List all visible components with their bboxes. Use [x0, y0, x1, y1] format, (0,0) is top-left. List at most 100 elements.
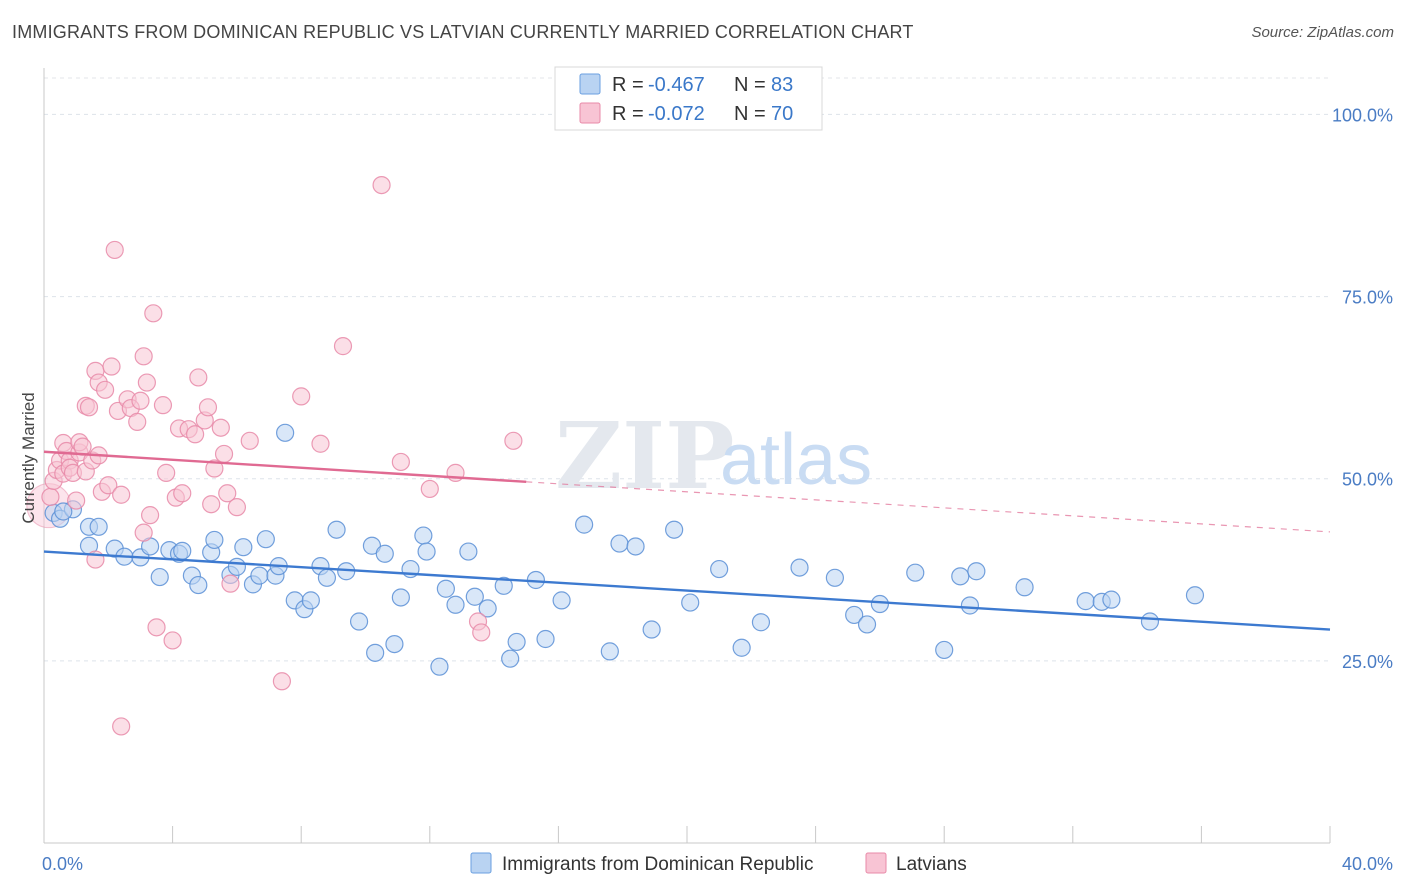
data-point-dominican	[276, 423, 295, 442]
data-point-dominican	[250, 566, 269, 585]
data-point-dominican	[681, 593, 700, 612]
data-point-latvian	[272, 672, 292, 691]
legend-n-label: N =	[734, 74, 766, 96]
data-point-dominican	[751, 613, 771, 632]
data-point-dominican	[362, 536, 382, 555]
data-point-dominican	[600, 642, 619, 661]
data-point-dominican	[575, 515, 594, 534]
watermark: ZIP atlas	[555, 402, 872, 510]
data-point-latvian	[372, 176, 391, 195]
data-point-dominican	[227, 557, 246, 576]
data-point-latvian	[205, 459, 224, 478]
data-point-latvian	[240, 431, 259, 450]
data-point-dominican	[150, 567, 169, 587]
data-point-latvian	[198, 398, 218, 417]
legend-n-value: 70	[771, 103, 793, 125]
data-point-dominican	[790, 558, 809, 577]
watermark-zip: ZIP	[555, 402, 734, 510]
bottom-legend-swatch	[470, 852, 492, 874]
trend-line-dashed-1	[526, 481, 1331, 533]
legend-n-value: 83	[771, 74, 793, 96]
x-tick-label: 40.0%	[1342, 854, 1393, 874]
legend-swatch	[579, 73, 601, 95]
data-point-dominican	[54, 502, 73, 521]
bottom-legend-label: Latvians	[896, 854, 967, 875]
legend-r-label: R =	[612, 74, 644, 96]
legend-r-value: -0.467	[648, 74, 705, 96]
data-point-latvian	[420, 479, 439, 499]
data-point-dominican	[317, 568, 337, 587]
data-point-dominican	[1102, 590, 1121, 609]
legend: R = -0.467 N = 83 R = -0.072 N = 70	[554, 66, 823, 131]
data-point-latvian	[211, 418, 230, 437]
data-point-dominican	[857, 615, 877, 634]
data-point-dominican	[205, 530, 224, 550]
data-point-latvian	[79, 398, 99, 417]
legend-swatch	[579, 102, 601, 124]
legend-r-label: R =	[612, 103, 644, 125]
bottom-legend-label: Immigrants from Dominican Republic	[502, 854, 814, 875]
data-point-dominican	[501, 649, 520, 668]
data-point-dominican	[414, 526, 433, 545]
data-point-latvian	[333, 337, 353, 356]
data-point-dominican	[642, 620, 661, 639]
data-point-dominican	[626, 537, 645, 556]
data-point-dominican	[256, 530, 275, 549]
data-point-dominican	[301, 591, 320, 610]
data-point-latvian	[67, 491, 86, 510]
data-point-latvian	[153, 396, 173, 415]
data-point-dominican	[494, 576, 513, 595]
bottom-legend-swatch	[865, 852, 887, 874]
data-point-dominican	[960, 596, 980, 615]
data-point-dominican	[610, 534, 629, 553]
data-point-dominican	[234, 538, 253, 557]
data-point-dominican	[906, 563, 925, 582]
data-point-dominican	[967, 562, 986, 581]
data-point-latvian	[292, 387, 311, 406]
data-point-latvian	[227, 498, 246, 517]
data-point-latvian	[472, 623, 491, 642]
data-point-latvian	[391, 452, 410, 472]
data-point-dominican	[375, 544, 394, 563]
data-point-dominican	[430, 657, 449, 676]
data-point-dominican	[507, 632, 526, 652]
data-point-latvian	[144, 304, 163, 323]
data-point-latvian	[163, 631, 182, 650]
data-point-latvian	[99, 476, 118, 495]
data-point-dominican	[552, 591, 571, 610]
data-point-dominican	[951, 567, 970, 586]
source-label: Source: ZipAtlas.com	[1251, 24, 1394, 41]
data-point-dominican	[417, 542, 436, 561]
legend-n-label: N =	[734, 103, 766, 125]
data-point-dominican	[436, 579, 455, 598]
data-point-dominican	[825, 568, 844, 587]
chart-title: IMMIGRANTS FROM DOMINICAN REPUBLIC VS LA…	[12, 22, 914, 42]
data-point-dominican	[465, 587, 484, 606]
data-point-latvian	[95, 380, 115, 399]
data-point-dominican	[710, 559, 729, 579]
x-tick-label: 0.0%	[42, 854, 83, 874]
data-point-latvian	[157, 463, 176, 482]
data-point-latvian	[221, 574, 240, 593]
data-point-latvian	[311, 434, 330, 453]
y-tick-label: 100.0%	[1332, 105, 1393, 125]
data-point-latvian	[140, 506, 160, 525]
data-point-dominican	[366, 643, 385, 662]
data-point-latvian	[134, 523, 153, 542]
data-point-latvian	[147, 618, 166, 637]
data-point-latvian	[102, 357, 121, 376]
data-point-dominican	[935, 640, 954, 660]
data-point-dominican	[1015, 578, 1034, 597]
data-point-dominican	[1185, 586, 1205, 605]
watermark-atlas: atlas	[720, 420, 872, 500]
data-point-latvian	[137, 373, 156, 392]
data-point-latvian	[202, 495, 221, 514]
data-point-dominican	[327, 520, 346, 539]
data-point-dominican	[446, 595, 465, 614]
data-point-dominican	[349, 612, 369, 631]
data-point-dominican	[173, 541, 192, 560]
data-point-dominican	[1076, 592, 1095, 611]
data-point-latvian	[173, 484, 192, 503]
trend-lines	[43, 450, 1331, 631]
data-point-latvian	[186, 425, 205, 444]
